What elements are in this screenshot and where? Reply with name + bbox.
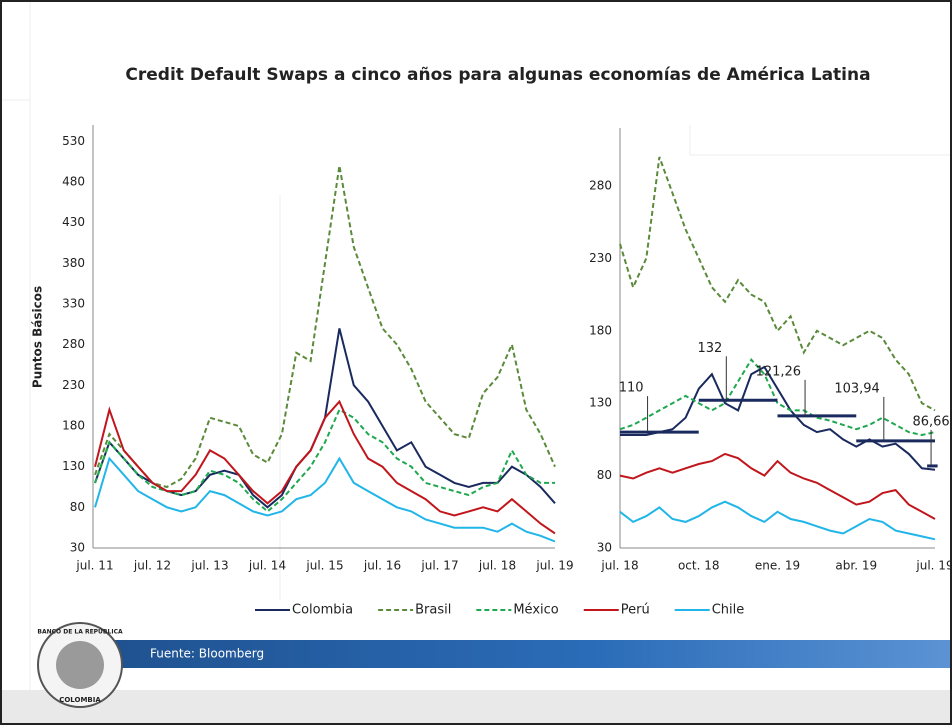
average-label: 86,66 [912,414,949,429]
legend-label: Perú [621,603,650,618]
y-tick-label: 80 [597,468,612,482]
y-tick-label: 230 [62,378,85,392]
x-tick-label: jul. 16 [363,559,401,573]
x-tick-label: abr. 19 [835,559,877,573]
y-axis-label: Puntos Básicos [31,286,45,388]
y-tick-label: 80 [70,500,85,514]
y-tick-label: 180 [62,418,85,432]
logo-bottom: COLOMBIA [59,696,101,704]
x-tick-label: jul. 17 [420,559,458,573]
x-tick-label: ene. 19 [755,559,800,573]
y-tick-label: 30 [597,541,612,555]
y-tick-label: 30 [70,541,85,555]
legend-label: Brasil [415,603,451,618]
logo-top: BANCO DE LA REPÚBLICA [37,629,123,636]
average-label: 110 [619,381,644,396]
y-tick-label: 430 [62,215,85,229]
y-tick-label: 380 [62,256,85,270]
x-tick-label: jul. 18 [478,559,516,573]
series-line [94,408,555,513]
y-tick-label: 180 [589,323,612,337]
series-line [619,452,936,520]
average-label: 121,26 [756,364,802,379]
x-tick-label: jul. 14 [248,559,286,573]
average-label: 132 [697,341,722,356]
legend-label: Chile [712,603,745,618]
y-tick-label: 480 [62,174,85,188]
average-label: 103,94 [834,381,880,396]
series-line [619,500,936,541]
y-tick-label: 280 [62,337,85,351]
source: Fuente: Bloomberg [150,647,264,661]
y-tick-label: 130 [62,459,85,473]
series-line [94,456,556,543]
decor [0,0,952,690]
y-tick-label: 280 [589,178,612,192]
y-tick-label: 130 [589,396,612,410]
logo-face [56,641,104,689]
logo: BANCO DE LA REPÚBLICA COLOMBIA [37,622,123,708]
x-tick-label: jul. 12 [133,559,171,573]
x-tick-label: jul. 19 [535,559,573,573]
series-line [619,156,936,412]
y-tick-label: 530 [62,134,85,148]
x-tick-label: jul. 11 [75,559,113,573]
chart-title: Credit Default Swaps a cinco años para a… [125,65,870,85]
series-line [619,358,936,437]
y-tick-label: 330 [62,296,85,310]
x-tick-label: oct. 18 [678,559,720,573]
x-tick-label: jul. 19 [915,559,952,573]
series-line [94,165,556,489]
legend-label: México [513,603,558,618]
footer-bar [60,640,950,668]
y-tick-label: 230 [589,251,612,265]
series-line [620,365,936,471]
x-tick-label: jul. 13 [190,559,228,573]
bottom-band [0,690,952,725]
series-line [94,399,556,535]
legend-label: Colombia [292,603,353,618]
x-tick-label: jul. 15 [305,559,343,573]
x-tick-label: jul. 18 [600,559,638,573]
